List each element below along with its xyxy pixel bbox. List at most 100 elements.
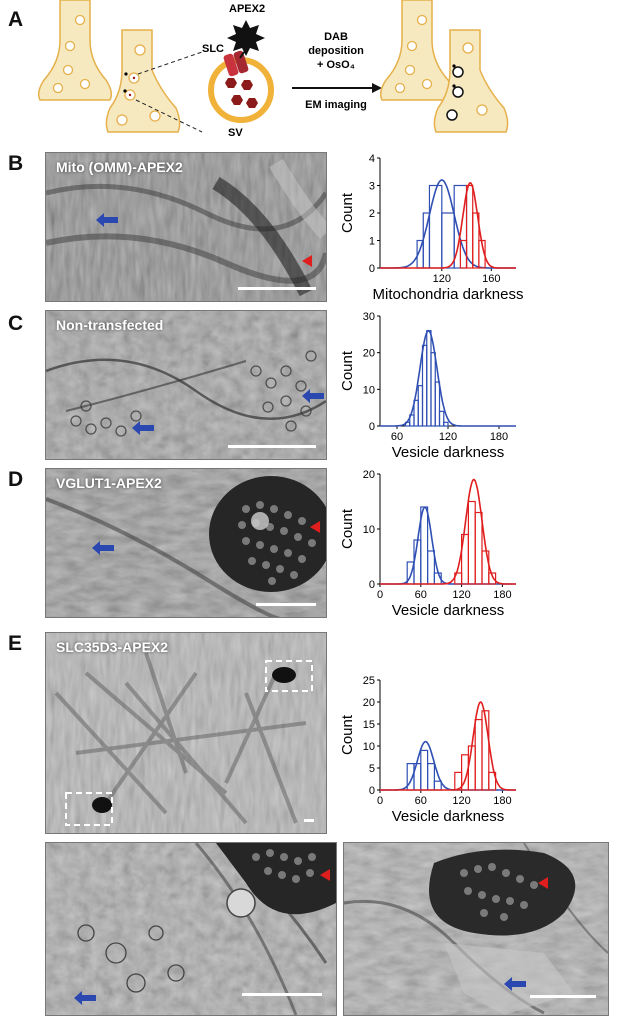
histogram-bar [443,421,449,427]
panel-letter-e: E [8,632,23,655]
y-tick-label: 0 [369,421,375,433]
panel-letter-d: D [8,468,24,491]
micrograph-b: Mito (OMM)-APEX2 [45,152,327,302]
histogram-bar [428,184,443,269]
y-tick-label: 15 [363,719,375,731]
blue-arrow-icon [92,541,114,555]
scale-bar [228,445,316,448]
terminal-left [37,0,113,101]
panel-letter-b: B [8,152,24,175]
y-tick-label: 20 [363,469,375,481]
y-tick-label: 0 [369,263,375,275]
panel-letter-c: C [8,312,24,335]
micrograph-e-zoom-2 [343,842,609,1016]
micrograph-e-zoom-1 [45,842,337,1016]
scale-bar [304,819,314,822]
histogram-bar [441,212,455,269]
histogram-bar [465,184,474,269]
histogram-bar [426,762,435,791]
y-tick-label: 30 [363,311,375,323]
histogram-bar [426,330,432,427]
y-axis-label: Count [339,508,356,549]
micrograph-d-label: VGLUT1-APEX2 [56,475,162,491]
x-tick-label: 120 [439,431,457,443]
histogram-bar [438,410,445,427]
x-axis-label: Vesicle darkness [392,602,505,619]
red-arrowhead-icon [310,521,320,533]
x-tick-label: 60 [415,795,427,807]
micrograph-d: VGLUT1-APEX2 [45,468,327,618]
apex2-icon [227,20,265,59]
blue-arrow-icon [132,421,154,435]
blue-arrow-icon [302,389,324,403]
red-arrowhead-icon [302,255,312,267]
panel-letter-a: A [8,8,24,31]
blue-arrow-icon [504,977,526,991]
histogram-bar [474,718,483,791]
label-slc: SLC [202,43,224,55]
x-tick-label: 60 [391,431,403,443]
histogram-bar [426,550,435,585]
y-tick-label: 1 [369,236,375,248]
histogram-bar [488,572,497,585]
x-tick-label: 0 [377,795,383,807]
y-tick-label: 4 [369,153,375,165]
gaussian-fit-line [380,179,516,269]
terminal-labeled [105,29,181,133]
label-apex2: APEX2 [229,3,265,15]
histogram-bar [481,710,490,791]
label-sv: SV [228,127,243,139]
histogram-bar [467,500,476,585]
gaussian-fit-line [380,329,516,427]
blue-arrow-icon [74,991,96,1005]
step-text-2: deposition [308,45,364,57]
micrograph-c-label: Non-transfected [56,317,164,333]
histogram-bar [430,352,436,427]
y-tick-label: 10 [363,524,375,536]
histogram-bar [420,749,429,791]
y-tick-label: 20 [363,348,375,360]
y-tick-label: 0 [369,579,375,591]
y-tick-label: 3 [369,181,375,193]
x-tick-label: 120 [452,795,470,807]
x-tick-label: 120 [452,589,470,601]
gaussian-fit-line [380,478,516,585]
histogram-bar [474,511,483,585]
y-axis-label: Count [339,350,356,391]
scale-bar [242,993,322,996]
red-arrowhead-icon [538,877,548,889]
schematic-diagram: APEX2 SLC SV DAB deposition + OsO₄ EM im… [37,0,509,139]
terminal-right-1 [379,0,455,101]
y-tick-label: 10 [363,384,375,396]
step-text-1: DAB [324,31,348,43]
histogram-bar [433,780,442,791]
y-tick-label: 0 [369,785,375,797]
histogram-bar [467,745,476,791]
gaussian-fit-line [380,700,516,791]
y-tick-label: 2 [369,208,375,220]
x-axis-label: Vesicle darkness [392,808,505,825]
x-tick-label: 160 [482,273,500,285]
synaptic-vesicle-icon [208,57,274,123]
x-tick-label: 180 [493,795,511,807]
slc-transporter-icon [223,50,249,77]
red-arrowhead-icon [320,869,330,881]
y-tick-label: 20 [363,697,375,709]
step-text-3: + OsO₄ [317,59,355,71]
micrograph-c: Non-transfected [45,310,327,460]
x-axis-label: Mitochondria darkness [373,286,524,303]
x-tick-label: 60 [415,589,427,601]
micrograph-b-label: Mito (OMM)-APEX2 [56,159,183,175]
blue-arrow-icon [96,213,118,227]
y-tick-label: 5 [369,763,375,775]
histogram-bar [434,381,441,427]
scale-bar [238,287,316,290]
histogram-bar [421,344,428,427]
x-tick-label: 180 [493,589,511,601]
step-text-4: EM imaging [305,99,367,111]
x-tick-label: 120 [433,273,451,285]
micrograph-e: SLC35D3-APEX2 [45,632,327,834]
